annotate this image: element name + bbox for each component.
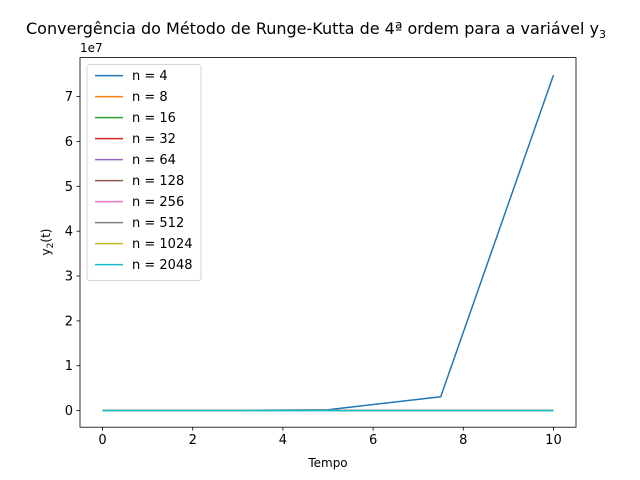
x-tick-label: 4 <box>279 433 287 448</box>
y-tick-label: 0 <box>65 404 73 419</box>
y-tick-label: 2 <box>65 314 73 329</box>
legend-label: n = 512 <box>132 216 184 231</box>
legend-label: n = 1024 <box>132 237 192 252</box>
y-axis-label-text: y <box>39 248 53 255</box>
y-tick-label: 4 <box>65 225 73 240</box>
y-axis-label-subscript: 2 <box>46 243 56 249</box>
y-tick-label: 3 <box>65 270 73 285</box>
legend-label: n = 4 <box>132 69 168 84</box>
y-tick-label: 5 <box>65 180 73 195</box>
legend: n = 4 n = 8 n = 16 n = 32 n = 64 n = 128 n = 2… <box>86 64 202 281</box>
legend-label: n = 2048 <box>132 258 192 273</box>
y-tick-label: 1 <box>65 359 73 374</box>
y-tick-label: 6 <box>65 135 73 150</box>
y-axis-label: y2(t) <box>39 229 56 256</box>
y-tick-label: 7 <box>65 90 73 105</box>
x-axis-ticks: 0 2 4 6 8 10 <box>98 427 562 448</box>
y-axis-label-suffix: (t) <box>39 229 53 243</box>
legend-box <box>86 64 202 281</box>
x-tick-label: 6 <box>369 433 377 448</box>
y-multiplier-label: 1e7 <box>80 41 103 55</box>
x-tick-label: 2 <box>189 433 197 448</box>
legend-label: n = 256 <box>132 195 184 210</box>
chart-title-text: Convergência do Método de Runge-Kutta de… <box>26 19 599 38</box>
legend-label: n = 8 <box>132 90 168 105</box>
legend-label: n = 16 <box>132 111 176 126</box>
y-axis-ticks: 0 1 2 3 4 5 6 7 <box>65 90 80 419</box>
legend-label: n = 64 <box>132 153 176 168</box>
plot-frame <box>79 57 577 428</box>
x-tick-label: 10 <box>545 433 562 448</box>
x-axis-label: Tempo <box>307 456 347 470</box>
plot-lines <box>102 74 555 412</box>
x-tick-label: 8 <box>459 433 467 448</box>
chart-title-subscript: 3 <box>599 28 606 41</box>
legend-label: n = 32 <box>132 132 176 147</box>
legend-label: n = 128 <box>132 174 184 189</box>
x-tick-label: 0 <box>98 433 106 448</box>
chart-title: Convergência do Método de Runge-Kutta de… <box>26 19 606 41</box>
